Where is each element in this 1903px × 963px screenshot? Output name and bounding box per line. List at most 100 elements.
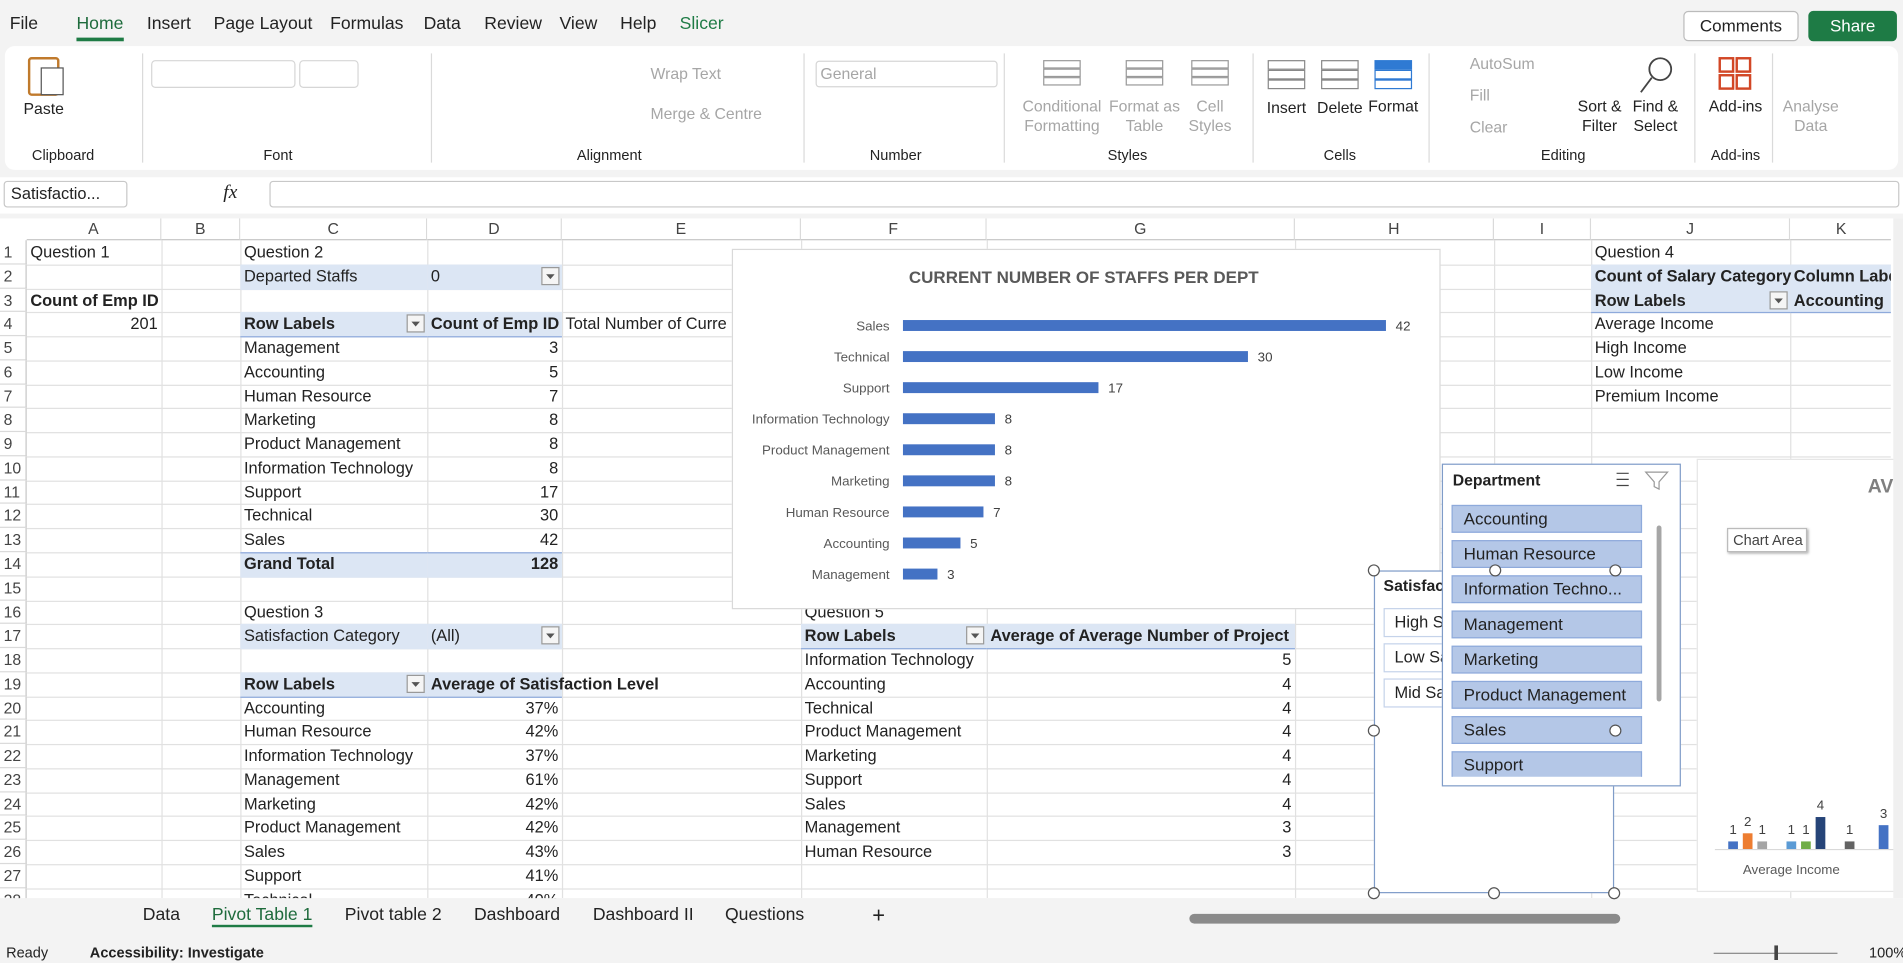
menu-tab[interactable]: Help xyxy=(620,14,657,34)
cell[interactable]: 37% xyxy=(525,698,559,717)
cell[interactable]: Information Technology xyxy=(243,458,414,477)
ribbon-command[interactable]: Cell Styles xyxy=(1188,97,1232,135)
cell[interactable]: Technical xyxy=(240,888,316,899)
menu-tab[interactable]: Slicer xyxy=(679,14,724,34)
cell[interactable]: 8 xyxy=(549,434,559,453)
cell[interactable]: 42 xyxy=(540,530,559,549)
cell[interactable]: Accounting xyxy=(1793,290,1884,309)
cell[interactable]: 42% xyxy=(525,794,559,813)
cell[interactable]: Row Labels xyxy=(243,674,335,693)
slicer-item[interactable]: Product Management xyxy=(1451,680,1643,709)
comments-button[interactable]: Comments xyxy=(1683,10,1799,42)
ribbon-command[interactable]: AutoSum xyxy=(1469,54,1535,73)
cell[interactable]: Product Management xyxy=(243,818,401,837)
ribbon-command[interactable]: Add-ins xyxy=(1708,97,1763,116)
ribbon-command[interactable]: Conditional Formatting xyxy=(1022,97,1102,135)
ribbon-command[interactable]: Format xyxy=(1368,97,1419,116)
cell[interactable]: (All) xyxy=(430,626,460,645)
cell[interactable]: Marketing xyxy=(243,794,316,813)
cell[interactable]: Information Technology xyxy=(804,650,974,669)
cell[interactable]: 201 xyxy=(130,314,158,333)
ribbon-command[interactable]: Find & Select xyxy=(1632,97,1679,135)
menu-tab[interactable]: Review xyxy=(484,14,542,34)
cell[interactable]: Question 3 xyxy=(243,602,324,621)
menu-tab[interactable]: Formulas xyxy=(330,14,404,34)
cell[interactable]: Management xyxy=(243,770,340,789)
cell[interactable]: Count of Emp ID xyxy=(30,290,159,309)
ribbon-command[interactable]: Delete xyxy=(1317,98,1363,117)
ribbon-command[interactable]: Format as Table xyxy=(1108,97,1180,135)
cell[interactable]: Total Number of Curre xyxy=(565,314,727,333)
cell[interactable]: Question 1 xyxy=(30,242,110,261)
name-box[interactable]: Satisfactio... xyxy=(3,180,128,208)
cell[interactable]: Accounting xyxy=(804,674,886,693)
cell[interactable]: 8 xyxy=(549,458,559,477)
sheet-tab[interactable]: Dashboard xyxy=(473,905,561,925)
cell[interactable]: Management xyxy=(243,338,340,357)
dropdown-button[interactable] xyxy=(541,266,560,285)
ribbon-command[interactable]: Fill xyxy=(1469,86,1490,105)
cell[interactable]: 4 xyxy=(1282,770,1292,789)
sheet-tab[interactable]: Pivot Table 1 xyxy=(211,905,313,925)
cell[interactable]: Sales xyxy=(243,842,285,861)
cell[interactable]: Information Technology xyxy=(243,746,414,765)
slicer-item[interactable]: Accounting xyxy=(1451,504,1643,533)
cell[interactable]: Human Resource xyxy=(243,722,372,741)
cell[interactable]: Premium Income xyxy=(1594,386,1719,405)
cell[interactable]: Count of Emp ID xyxy=(430,314,560,333)
ribbon-command[interactable]: Sort & Filter xyxy=(1577,97,1622,135)
cell[interactable]: Row Labels xyxy=(1594,290,1686,309)
cell[interactable]: Sales xyxy=(243,530,285,549)
cell[interactable]: Average of Satisfaction Level xyxy=(430,674,659,693)
menu-tab[interactable]: Home xyxy=(76,15,124,42)
slicer-scrollbar[interactable] xyxy=(1656,525,1662,702)
cell[interactable]: Marketing xyxy=(804,746,877,765)
cell[interactable]: 4 xyxy=(1282,794,1292,813)
fx-button[interactable]: fx xyxy=(223,182,238,203)
cell[interactable]: 42% xyxy=(525,722,559,741)
menu-tab[interactable]: File xyxy=(9,14,39,34)
share-button[interactable]: Share xyxy=(1808,10,1897,42)
ribbon-command[interactable]: Wrap Text xyxy=(650,64,721,83)
cell[interactable]: Support xyxy=(243,482,302,501)
cell[interactable]: 43% xyxy=(525,842,559,861)
cell[interactable]: 3 xyxy=(549,338,559,357)
vertical-scrollbar[interactable] xyxy=(1893,218,1903,899)
sheet-tab[interactable]: Data xyxy=(142,905,180,925)
cell[interactable]: 4 xyxy=(1282,674,1292,693)
zoom-level[interactable]: 100% xyxy=(1869,944,1903,962)
cell[interactable]: 4 xyxy=(1282,698,1292,717)
cell[interactable]: Technical xyxy=(243,506,313,525)
ribbon-command[interactable]: Insert xyxy=(1266,98,1307,117)
cell[interactable]: Product Management xyxy=(243,434,401,453)
cell[interactable]: 3 xyxy=(1282,818,1292,837)
menu-tab[interactable]: Page Layout xyxy=(213,14,313,34)
cell[interactable]: Accounting xyxy=(243,362,326,381)
cell[interactable]: 8 xyxy=(549,410,559,429)
cell[interactable]: Question 2 xyxy=(243,242,324,261)
sheet-tab[interactable]: Dashboard II xyxy=(592,905,694,925)
cell[interactable]: 0 xyxy=(430,266,440,285)
cell[interactable]: Management xyxy=(804,818,901,837)
cell[interactable]: 3 xyxy=(1282,842,1292,861)
cell[interactable]: 61% xyxy=(525,770,559,789)
cell[interactable]: Support xyxy=(243,866,302,885)
dropdown-button[interactable] xyxy=(966,626,985,645)
cell[interactable]: Grand Total xyxy=(243,554,335,573)
cell[interactable]: 5 xyxy=(1282,650,1292,669)
cell[interactable]: Accounting xyxy=(243,698,326,717)
cell[interactable]: Sales xyxy=(804,794,846,813)
cell[interactable]: Question 4 xyxy=(1594,242,1674,261)
ribbon-command[interactable]: Merge & Centre xyxy=(650,104,762,123)
cell[interactable]: 17 xyxy=(540,482,559,501)
sheet-tab[interactable]: Pivot table 2 xyxy=(344,905,442,925)
horizontal-scrollbar[interactable] xyxy=(1189,913,1621,924)
cell[interactable]: Count of Salary Category xyxy=(1594,266,1792,285)
cell[interactable]: 42% xyxy=(525,818,559,837)
cell[interactable]: Product Management xyxy=(804,722,962,741)
cell[interactable]: Marketing xyxy=(243,410,316,429)
slicer-item[interactable]: Management xyxy=(1451,610,1643,639)
slicer-item[interactable]: Information Techno... xyxy=(1451,575,1643,604)
cell[interactable]: Average of Average Number of Project xyxy=(990,626,1289,645)
cell[interactable]: 4 xyxy=(1282,746,1292,765)
